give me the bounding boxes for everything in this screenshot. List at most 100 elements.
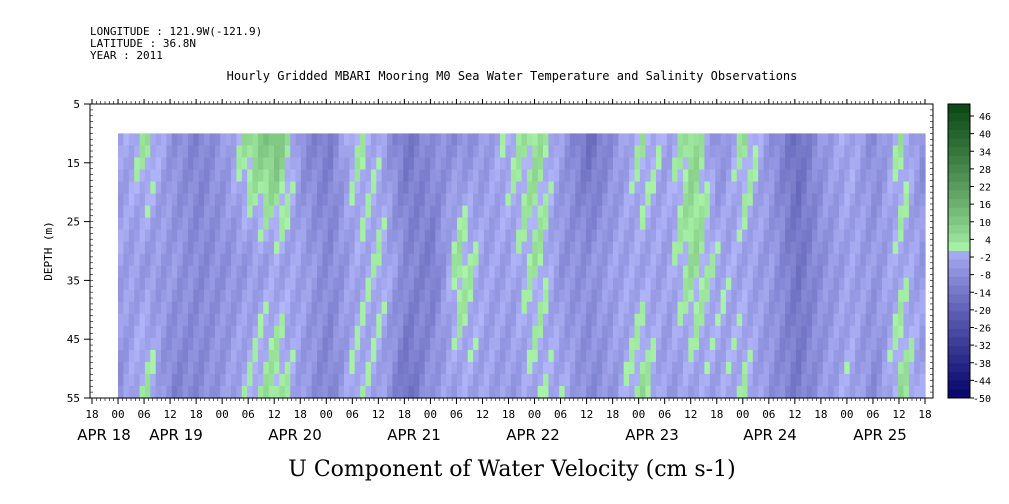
heatmap-cell — [838, 241, 845, 255]
heatmap-cell — [381, 145, 388, 158]
heatmap-cell — [661, 145, 668, 158]
heatmap-cell — [731, 289, 738, 303]
heatmap-cell — [419, 337, 426, 351]
heatmap-cell — [645, 361, 652, 375]
heatmap-cell — [225, 205, 232, 219]
heatmap-cell — [387, 145, 393, 158]
heatmap-cell — [806, 289, 813, 303]
heatmap-cell — [704, 289, 711, 303]
heatmap-cell — [779, 169, 786, 183]
heatmap-cell — [596, 145, 603, 158]
heatmap-cell — [849, 386, 856, 399]
heatmap-cell — [290, 217, 297, 231]
heatmap-cell — [214, 217, 221, 231]
heatmap-cell — [602, 133, 609, 146]
heatmap-cell — [365, 277, 372, 291]
heatmap-cell — [725, 229, 732, 243]
heatmap-cell — [161, 169, 168, 183]
heatmap-cell — [892, 277, 899, 291]
heatmap-cell — [349, 145, 356, 158]
heatmap-cell — [435, 181, 442, 195]
heatmap-cell — [559, 217, 566, 231]
heatmap-cell — [623, 241, 630, 255]
heatmap-cell — [516, 157, 523, 171]
heatmap-cell — [392, 277, 399, 291]
heatmap-cell — [123, 205, 130, 219]
heatmap-cell — [661, 241, 668, 255]
heatmap-cell — [898, 229, 905, 243]
heatmap-cell — [494, 169, 501, 183]
heatmap-cell — [661, 277, 668, 291]
heatmap-cell — [537, 349, 544, 363]
heatmap-cell — [354, 253, 361, 267]
heatmap-cell — [252, 229, 259, 243]
heatmap-cell — [725, 217, 732, 231]
heatmap-cell — [489, 217, 496, 231]
heatmap-cell — [833, 217, 840, 231]
heatmap-cell — [467, 325, 474, 339]
heatmap-cell — [914, 265, 921, 279]
heatmap-cell — [898, 265, 905, 279]
heatmap-cell — [290, 386, 297, 399]
heatmap-cell — [564, 361, 571, 375]
heatmap-cell — [338, 289, 345, 303]
heatmap-cell — [817, 157, 824, 171]
heatmap-cell — [526, 386, 533, 399]
heatmap-cell — [838, 325, 845, 339]
heatmap-cell — [919, 157, 926, 171]
heatmap-cell — [123, 253, 130, 267]
heatmap-cell — [865, 361, 872, 375]
heatmap-cell — [166, 253, 173, 267]
heatmap-cell — [677, 229, 684, 243]
heatmap-cell — [521, 193, 528, 207]
heatmap-cell — [672, 133, 679, 146]
heatmap-cell — [209, 193, 216, 207]
heatmap-cell — [871, 361, 878, 375]
heatmap-cell — [274, 313, 280, 327]
heatmap-cell — [564, 373, 571, 387]
heatmap-cell — [908, 217, 915, 231]
heatmap-cell — [451, 301, 458, 315]
heatmap-cell — [510, 253, 517, 267]
heatmap-cell — [494, 373, 501, 387]
heatmap-cell — [569, 241, 576, 255]
heatmap-cell — [241, 386, 248, 399]
heatmap-cell — [618, 313, 625, 327]
heatmap-cell — [569, 181, 576, 195]
heatmap-cell — [790, 313, 797, 327]
heatmap-cell — [435, 217, 442, 231]
heatmap-cell — [209, 169, 216, 183]
heatmap-cell — [489, 361, 496, 375]
heatmap-cell — [231, 313, 237, 327]
heatmap-cell — [548, 313, 555, 327]
heatmap-cell — [225, 289, 232, 303]
heatmap-cell — [166, 386, 173, 399]
heatmap-cell — [785, 301, 792, 315]
heatmap-cell — [295, 253, 302, 267]
heatmap-cell — [446, 193, 453, 207]
heatmap-cell — [370, 386, 377, 399]
heatmap-cell — [166, 169, 173, 183]
heatmap-cell — [645, 217, 652, 231]
heatmap-cell — [623, 157, 630, 171]
heatmap-cell — [306, 349, 313, 363]
heatmap-cell — [817, 289, 824, 303]
heatmap-cell — [580, 157, 587, 171]
heatmap-cell — [860, 181, 867, 195]
heatmap-cell — [532, 325, 539, 339]
heatmap-cell — [682, 145, 689, 158]
heatmap-cell — [914, 313, 921, 327]
heatmap-cell — [709, 349, 716, 363]
heatmap-cell — [623, 277, 630, 291]
colorbar-label: 40 — [979, 130, 991, 141]
heatmap-cell — [387, 337, 393, 351]
heatmap-cell — [182, 361, 189, 375]
heatmap-cell — [166, 277, 173, 291]
heatmap-cell — [575, 373, 582, 387]
heatmap-cell — [204, 241, 211, 255]
heatmap-cell — [311, 157, 318, 171]
heatmap-cell — [300, 301, 307, 315]
heatmap-cell — [677, 325, 684, 339]
heatmap-cell — [155, 157, 162, 171]
heatmap-cell — [344, 313, 350, 327]
